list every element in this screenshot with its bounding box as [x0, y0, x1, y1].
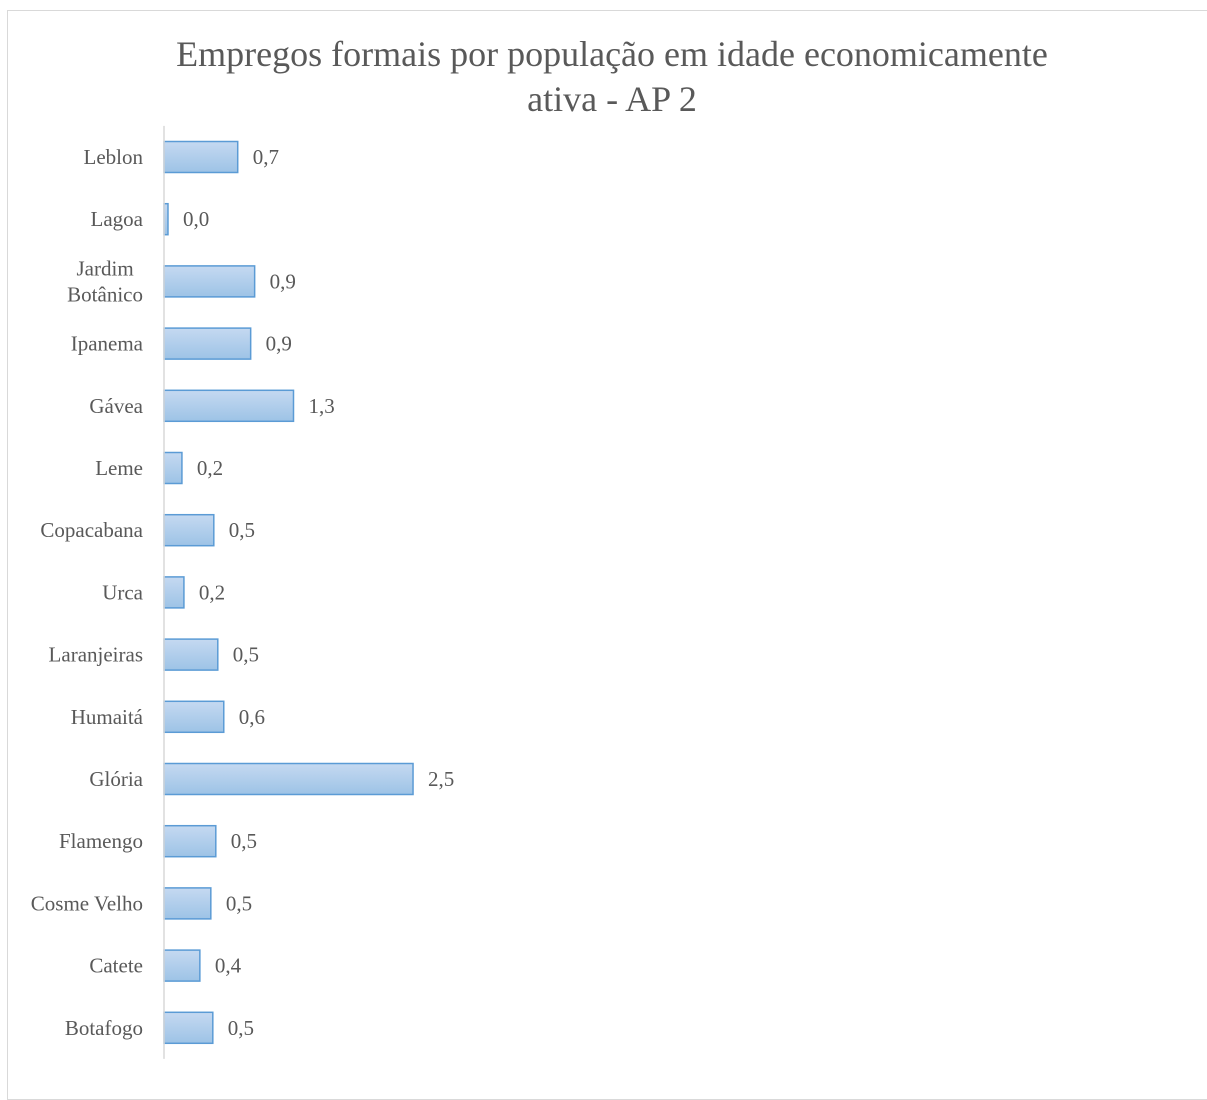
value-label-13: 0,4 — [215, 954, 242, 978]
value-label-3: 0,9 — [266, 332, 292, 356]
bar-4 — [163, 389, 295, 423]
bar-5 — [163, 451, 183, 485]
category-label-13: Catete — [89, 954, 143, 978]
bar-13 — [163, 949, 201, 982]
value-label-2: 0,9 — [270, 269, 296, 293]
bar-2 — [163, 265, 256, 298]
category-label-10-line-0: Glória — [89, 767, 143, 791]
category-label-11: Flamengo — [59, 829, 143, 853]
value-label-9: 0,6 — [239, 705, 265, 729]
value-labels-group: 0,7 0,0 0,9 0,9 1,3 0,2 0,5 0,2 0,5 0,6 2,5 0,5 0,5 0… — [183, 145, 454, 1040]
category-label-1-line-0: Lagoa — [91, 207, 144, 231]
bar-12 — [163, 887, 212, 920]
category-label-3: Ipanema — [71, 332, 144, 356]
category-label-2-line-0: Jardim — [77, 256, 134, 280]
bar-9 — [163, 700, 225, 734]
category-label-12: Cosme Velho — [31, 891, 143, 915]
category-label-6-line-0: Copacabana — [40, 518, 143, 542]
bar-8 — [163, 638, 219, 671]
category-label-5-line-0: Leme — [95, 456, 143, 480]
category-label-9: Humaitá — [71, 705, 144, 729]
category-label-10: Glória — [89, 767, 143, 791]
category-label-11-line-0: Flamengo — [59, 829, 143, 853]
bar-6 — [163, 513, 215, 547]
bar-0 — [163, 140, 239, 174]
value-label-11: 0,5 — [231, 829, 257, 853]
category-label-7: Urca — [102, 580, 143, 604]
value-label-5: 0,2 — [197, 456, 223, 480]
category-label-0-line-0: Leblon — [84, 145, 144, 169]
category-label-8: Laranjeiras — [49, 643, 143, 667]
value-label-12: 0,5 — [226, 891, 252, 915]
bar-14 — [163, 1011, 214, 1045]
value-label-0: 0,7 — [253, 145, 279, 169]
value-label-8: 0,5 — [233, 643, 259, 667]
category-label-6: Copacabana — [40, 518, 143, 542]
category-label-14: Botafogo — [65, 1016, 143, 1040]
chart-title-line-2: ativa - AP 2 — [527, 79, 697, 119]
category-label-7-line-0: Urca — [102, 580, 143, 604]
category-label-14-line-0: Botafogo — [65, 1016, 143, 1040]
value-label-10: 2,5 — [428, 767, 454, 791]
category-labels-group: Leblon Lagoa Jardim Botânico Ipanema Gávea Lem… — [31, 145, 144, 1040]
category-label-8-line-0: Laranjeiras — [49, 643, 143, 667]
bar-7 — [163, 576, 185, 609]
value-label-4: 1,3 — [309, 394, 335, 418]
category-label-3-line-0: Ipanema — [71, 332, 144, 356]
category-label-5: Leme — [95, 456, 143, 480]
value-label-7: 0,2 — [199, 580, 225, 604]
value-label-14: 0,5 — [228, 1016, 254, 1040]
category-label-2-line-1: Botânico — [67, 282, 143, 306]
category-label-4: Gávea — [89, 394, 143, 418]
bars-group — [163, 140, 414, 1045]
bar-11 — [163, 824, 217, 858]
category-label-9-line-0: Humaitá — [71, 705, 144, 729]
category-label-0: Leblon — [84, 145, 144, 169]
category-label-2: Jardim Botânico — [67, 256, 143, 306]
value-label-6: 0,5 — [229, 518, 255, 542]
category-label-4-line-0: Gávea — [89, 394, 143, 418]
bar-3 — [163, 327, 252, 360]
category-label-1: Lagoa — [91, 207, 144, 231]
category-label-13-line-0: Catete — [89, 954, 143, 978]
bar-10 — [163, 762, 414, 796]
category-label-12-line-0: Cosme Velho — [31, 891, 143, 915]
chart-title-line-1: Empregos formais por população em idade … — [176, 34, 1048, 74]
value-label-1: 0,0 — [183, 207, 209, 231]
chart-title: Empregos formais por população em idade … — [0, 32, 1207, 122]
